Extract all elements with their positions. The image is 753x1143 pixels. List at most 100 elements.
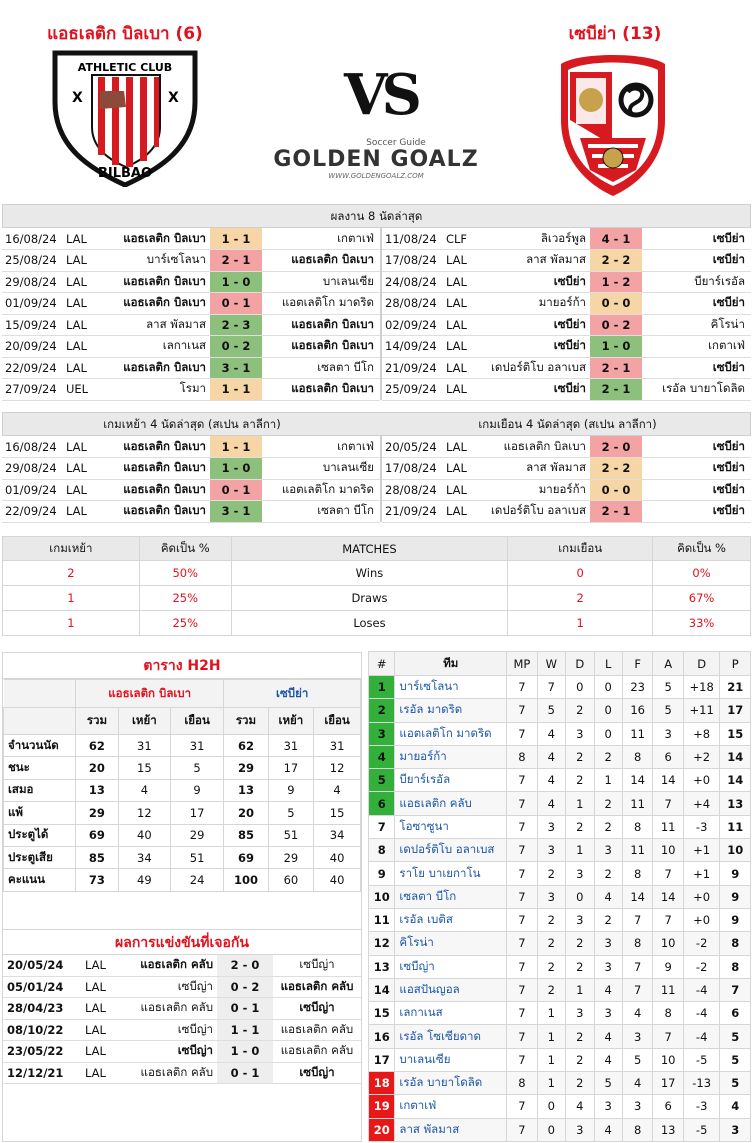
match-score[interactable]: 2 - 1 xyxy=(590,378,642,401)
match-score[interactable]: 2 - 0 xyxy=(590,436,642,458)
match-score[interactable]: 1 - 1 xyxy=(210,436,262,458)
standings-team[interactable]: แอสปันญอล xyxy=(394,977,508,1003)
standings-team[interactable]: เดปอร์ติโบ อลาเบส xyxy=(394,838,508,863)
meeting-home[interactable]: เซบีญ่า xyxy=(117,1019,217,1042)
home-team[interactable]: ลาส พัลมาส xyxy=(100,314,210,336)
away-team[interactable]: แอตเลติโก มาดริด xyxy=(262,479,380,501)
meeting-home[interactable]: แอธเลติก คลับ xyxy=(117,1062,217,1085)
match-score[interactable]: 0 - 2 xyxy=(590,314,642,336)
home-team[interactable]: เซบีย่า xyxy=(480,378,590,401)
home-team[interactable]: บาร์เซโลนา xyxy=(100,249,210,272)
standings-team[interactable]: เรอัล บายาโดลิด xyxy=(394,1071,508,1096)
away-team[interactable]: เซบีย่า xyxy=(642,500,751,523)
meeting-home[interactable]: แอธเลติก คลับ xyxy=(117,997,217,1020)
standings-team[interactable]: บาเลนเซีย xyxy=(394,1047,508,1073)
home-team[interactable]: แอธเลติก บิลเบา xyxy=(100,457,210,480)
standings-team[interactable]: บาร์เซโลนา xyxy=(394,674,508,700)
away-team[interactable]: เรอัล บายาโดลิด xyxy=(642,378,751,401)
standings-team[interactable]: มายอร์ก้า xyxy=(394,744,508,770)
meeting-home[interactable]: แอธเลติก คลับ xyxy=(117,954,217,977)
away-team[interactable]: เซบีย่า xyxy=(642,479,751,501)
standings-team[interactable]: บียาร์เรอัล xyxy=(394,768,508,793)
match-score[interactable]: 0 - 0 xyxy=(590,292,642,315)
home-team[interactable]: เลกาเนส xyxy=(100,335,210,358)
away-team[interactable]: เซบีย่า xyxy=(642,292,751,315)
meeting-home[interactable]: เซบีญ่า xyxy=(117,1040,217,1063)
home-team[interactable]: โรมา xyxy=(100,378,210,401)
home-team[interactable]: แอธเลติก บิลเบา xyxy=(100,228,210,250)
meeting-score[interactable]: 0 - 1 xyxy=(217,1062,273,1085)
home-team[interactable]: แอธเลติก บิลเบา xyxy=(100,500,210,523)
standings-team[interactable]: เลกาเนส xyxy=(394,1001,508,1026)
match-score[interactable]: 2 - 2 xyxy=(590,249,642,272)
match-score[interactable]: 0 - 1 xyxy=(210,292,262,315)
match-score[interactable]: 1 - 0 xyxy=(590,335,642,358)
meeting-score[interactable]: 2 - 0 xyxy=(217,954,273,977)
match-score[interactable]: 2 - 1 xyxy=(590,357,642,379)
meeting-score[interactable]: 0 - 2 xyxy=(217,976,273,999)
away-team[interactable]: เซลตา บีโก xyxy=(262,357,380,379)
away-team[interactable]: เกตาเฟ่ xyxy=(262,228,380,250)
home-team[interactable]: มายอร์ก้า xyxy=(480,479,590,501)
meeting-score[interactable]: 1 - 1 xyxy=(217,1019,273,1042)
home-team[interactable]: เซบีย่า xyxy=(480,314,590,336)
away-team[interactable]: แอธเลติก บิลเบา xyxy=(262,249,380,272)
away-team[interactable]: เซบีย่า xyxy=(642,357,751,379)
standings-team[interactable]: เรอัล มาดริด xyxy=(394,698,508,723)
standings-team[interactable]: เซบีญ่า xyxy=(394,954,508,979)
away-team[interactable]: แอธเลติก บิลเบา xyxy=(262,314,380,336)
away-team[interactable]: บาเลนเซีย xyxy=(262,271,380,293)
away-team[interactable]: เซบีย่า xyxy=(642,457,751,480)
away-team[interactable]: เซบีย่า xyxy=(642,228,751,250)
match-score[interactable]: 4 - 1 xyxy=(590,228,642,250)
meeting-home[interactable]: เซบีญ่า xyxy=(117,976,217,999)
home-team[interactable]: ลิเวอร์พูล xyxy=(480,228,590,250)
away-team[interactable]: คิโรน่า xyxy=(642,314,751,336)
match-score[interactable]: 1 - 0 xyxy=(210,271,262,293)
standings-team[interactable]: เกตาเฟ่ xyxy=(394,1094,508,1119)
home-team[interactable]: เดปอร์ติโบ อลาเบส xyxy=(480,500,590,523)
away-team[interactable]: แอธเลติก บิลเบา xyxy=(262,378,380,401)
match-score[interactable]: 1 - 0 xyxy=(210,457,262,480)
standings-team[interactable]: เรอัล เบติส xyxy=(394,907,508,933)
match-score[interactable]: 2 - 1 xyxy=(210,249,262,272)
meeting-away[interactable]: เซบีญ่า xyxy=(273,954,361,977)
away-team[interactable]: เซลตา บีโก xyxy=(262,500,380,523)
match-score[interactable]: 1 - 2 xyxy=(590,271,642,293)
away-team[interactable]: บาเลนเซีย xyxy=(262,457,380,480)
match-score[interactable]: 1 - 1 xyxy=(210,228,262,250)
match-score[interactable]: 2 - 1 xyxy=(590,500,642,523)
home-team[interactable]: แอธเลติก บิลเบา xyxy=(480,436,590,458)
home-team[interactable]: เซบีย่า xyxy=(480,335,590,358)
away-team[interactable]: เกตาเฟ่ xyxy=(642,335,751,358)
away-team[interactable]: เซบีย่า xyxy=(642,249,751,272)
meeting-away[interactable]: เซบีญ่า xyxy=(273,1062,361,1085)
home-team[interactable]: แอธเลติก บิลเบา xyxy=(100,357,210,379)
match-score[interactable]: 0 - 0 xyxy=(590,479,642,501)
match-score[interactable]: 1 - 1 xyxy=(210,378,262,401)
away-team[interactable]: แอตเลติโก มาดริด xyxy=(262,292,380,315)
home-team[interactable]: เซบีย่า xyxy=(480,271,590,293)
meeting-away[interactable]: แอธเลติก คลับ xyxy=(273,1019,361,1042)
standings-team[interactable]: โอซาซูนา xyxy=(394,814,508,840)
standings-team[interactable]: เรอัล โซเซียดาด xyxy=(394,1024,508,1049)
away-team[interactable]: บียาร์เรอัล xyxy=(642,271,751,293)
meeting-away[interactable]: แอธเลติก คลับ xyxy=(273,976,361,999)
meeting-score[interactable]: 1 - 0 xyxy=(217,1040,273,1063)
match-score[interactable]: 2 - 3 xyxy=(210,314,262,336)
match-score[interactable]: 0 - 2 xyxy=(210,335,262,358)
standings-team[interactable]: แอตเลติโก มาดริด xyxy=(394,721,508,746)
home-team[interactable]: ลาส พัลมาส xyxy=(480,457,590,480)
standings-team[interactable]: ลาส พัลมาส xyxy=(394,1117,508,1142)
home-team[interactable]: แอธเลติก บิลเบา xyxy=(100,479,210,501)
home-team[interactable]: ลาส พัลมาส xyxy=(480,249,590,272)
meeting-away[interactable]: แอธเลติก คลับ xyxy=(273,1040,361,1063)
away-team[interactable]: เซบีย่า xyxy=(642,436,751,458)
standings-team[interactable]: แอธเลติก คลับ xyxy=(394,791,508,816)
home-team[interactable]: เดปอร์ติโบ อลาเบส xyxy=(480,357,590,379)
standings-team[interactable]: ราโย บาเยกาโน xyxy=(394,861,508,886)
away-team[interactable]: เกตาเฟ่ xyxy=(262,436,380,458)
match-score[interactable]: 2 - 2 xyxy=(590,457,642,480)
match-score[interactable]: 0 - 1 xyxy=(210,479,262,501)
home-team[interactable]: แอธเลติก บิลเบา xyxy=(100,292,210,315)
